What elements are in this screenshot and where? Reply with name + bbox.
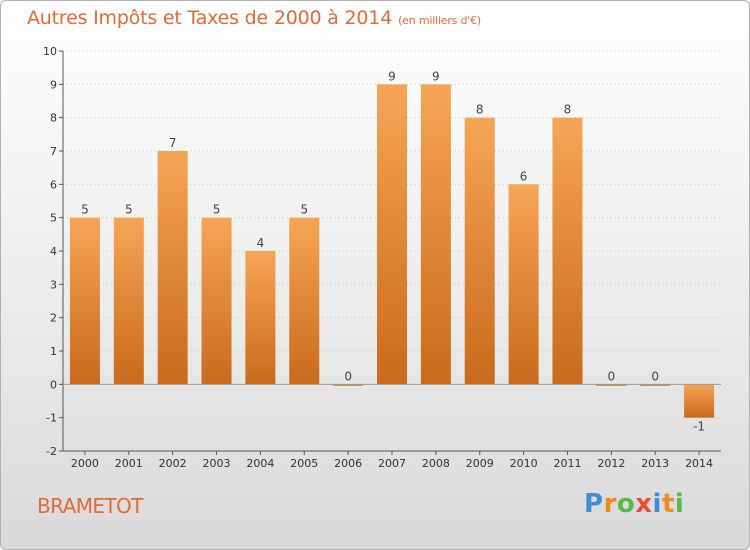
- x-tick-label-2005: 2005: [290, 457, 318, 470]
- x-tick-label-2012: 2012: [597, 457, 625, 470]
- data-label-2008: 9: [432, 69, 440, 83]
- y-tick-label: -1: [46, 412, 57, 425]
- y-tick-label: -2: [46, 445, 57, 458]
- bar-2007: [377, 84, 407, 385]
- data-label-2000: 5: [81, 203, 89, 217]
- x-tick-label-2010: 2010: [510, 457, 538, 470]
- bar-2005: [289, 217, 320, 385]
- x-tick-label-2007: 2007: [378, 457, 406, 470]
- y-tick-label: 7: [50, 145, 57, 158]
- bar-2009: [464, 117, 495, 385]
- logo-letter: x: [635, 489, 653, 519]
- labels: 5 5 7 5 4 5 0 9 9 8 6 8 0 0 -1: [81, 69, 705, 433]
- bar-2000: [69, 217, 100, 385]
- chart-subtitle: (en milliers d'€): [398, 14, 481, 27]
- bar-2006: [333, 384, 364, 386]
- x-tick-label-2006: 2006: [334, 457, 362, 470]
- y-tick-label: 0: [50, 378, 57, 391]
- bar-2002: [157, 151, 188, 385]
- y-tick-label: 4: [50, 245, 57, 258]
- x-tick-label-2003: 2003: [203, 457, 231, 470]
- bar-2012: [596, 384, 627, 386]
- bar-2001: [113, 217, 144, 385]
- bar-2013: [640, 384, 671, 386]
- y-tick-label: 10: [43, 45, 57, 58]
- y-tick-label: 9: [50, 78, 57, 91]
- bar-2010: [508, 184, 539, 385]
- proxiti-logo: Proxiti: [584, 489, 684, 519]
- logo-letter: r: [603, 489, 617, 519]
- x-tick-label-2011: 2011: [553, 457, 581, 470]
- logo-letter: i: [652, 489, 662, 519]
- x-tick-label-2004: 2004: [246, 457, 274, 470]
- y-tick-label: 1: [50, 345, 57, 358]
- data-label-2007: 9: [388, 69, 396, 83]
- x-tick-label-2001: 2001: [115, 457, 143, 470]
- logo-letter: t: [661, 489, 675, 519]
- x-tick-label-2009: 2009: [466, 457, 494, 470]
- data-label-2013: 0: [651, 369, 659, 383]
- chart-title: Autres Impôts et Taxes de 2000 à 2014 (en…: [27, 7, 481, 29]
- data-label-2009: 8: [476, 103, 484, 117]
- axes: -2 -1 0 1 2 3 4 5 6 7 8 9 10 2000 2001 2002 2003 2004 2005…: [43, 45, 721, 470]
- y-tick-label: 6: [50, 178, 57, 191]
- data-label-2014: -1: [693, 420, 705, 434]
- bar-2008: [420, 84, 451, 385]
- bar-2014: [684, 384, 715, 418]
- data-label-2010: 6: [520, 169, 528, 183]
- data-label-2011: 8: [564, 103, 572, 117]
- x-tick-label-2002: 2002: [159, 457, 187, 470]
- logo-letter: i: [674, 489, 685, 519]
- bar-2011: [552, 117, 583, 385]
- x-tick-label-2013: 2013: [641, 457, 669, 470]
- y-tick-label: 3: [50, 278, 57, 291]
- data-label-2003: 5: [213, 203, 221, 217]
- x-tick-label-2000: 2000: [71, 457, 99, 470]
- y-tick-label: 8: [50, 112, 57, 125]
- x-tick-label-2008: 2008: [422, 457, 450, 470]
- data-label-2001: 5: [125, 203, 133, 217]
- data-label-2006: 0: [344, 369, 352, 383]
- logo-letter: P: [584, 489, 604, 519]
- bars: [69, 84, 715, 418]
- title-text: Autres Impôts et Taxes de 2000 à 2014: [27, 7, 393, 29]
- bar-2003: [201, 217, 232, 385]
- place-name: BRAMETOT: [37, 494, 143, 518]
- data-label-2012: 0: [608, 369, 616, 383]
- data-label-2002: 7: [169, 136, 177, 150]
- bar-2004: [245, 251, 276, 385]
- logo-letter: o: [616, 489, 636, 519]
- data-label-2004: 4: [257, 236, 265, 250]
- x-tick-label-2014: 2014: [685, 457, 713, 470]
- y-tick-label: 5: [50, 212, 57, 225]
- data-label-2005: 5: [300, 203, 308, 217]
- y-tick-label: 2: [50, 312, 57, 325]
